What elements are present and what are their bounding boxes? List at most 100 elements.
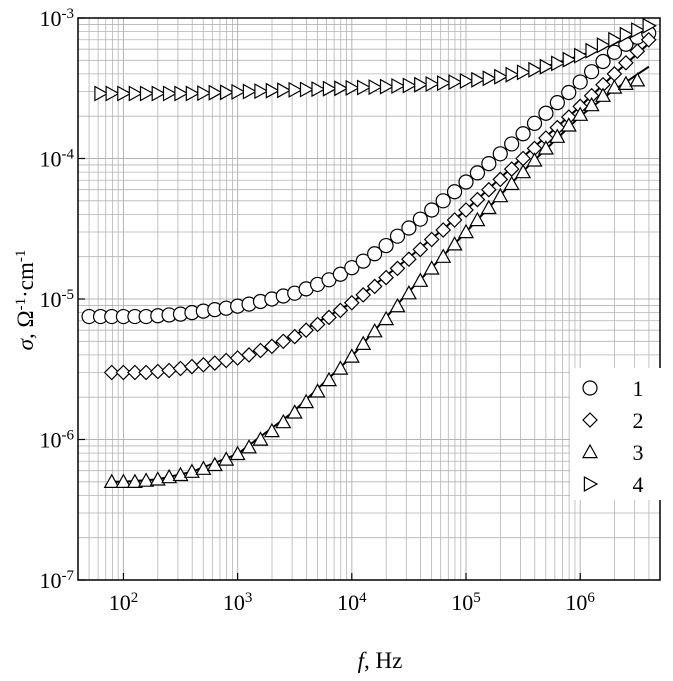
data-point — [583, 96, 600, 112]
data-point — [457, 223, 475, 239]
data-point — [321, 309, 337, 326]
data-point — [481, 155, 497, 172]
x-tick-label: 105 — [451, 590, 481, 615]
data-point — [494, 68, 509, 85]
x-tick-label: 106 — [565, 590, 595, 615]
data-point — [389, 260, 406, 277]
data-point — [503, 161, 520, 177]
x-tick-label: 104 — [337, 590, 367, 615]
data-point — [367, 246, 383, 262]
x-axis-label: f, Hz — [358, 648, 403, 673]
data-point — [629, 72, 646, 87]
data-point — [515, 126, 531, 142]
x-tick-label: 102 — [109, 590, 139, 615]
data-point — [220, 84, 235, 101]
data-point — [286, 404, 303, 419]
data-point — [264, 338, 280, 355]
data-point — [594, 87, 612, 102]
data-point — [172, 466, 189, 482]
data-point — [183, 463, 200, 478]
data-point — [332, 266, 348, 282]
data-point — [298, 322, 314, 339]
y-tick-label: 10-7 — [40, 568, 75, 593]
legend-marker-3 — [581, 443, 599, 459]
data-point — [573, 47, 589, 64]
data-point — [446, 236, 463, 251]
data-point — [149, 363, 166, 380]
y-tick-label: 10-5 — [40, 287, 75, 312]
data-point — [357, 79, 372, 96]
series-4 — [94, 17, 657, 102]
data-point — [617, 75, 634, 91]
data-point — [103, 364, 120, 381]
data-point — [229, 445, 246, 461]
data-point — [206, 456, 223, 472]
data-point — [448, 74, 463, 91]
data-point — [298, 393, 315, 409]
axis-ticks: 102 103 104 105 106 10-7 10-6 10-5 10-4 10-3 — [40, 6, 596, 615]
data-point — [526, 152, 543, 167]
data-point — [549, 128, 566, 143]
data-point — [126, 473, 143, 488]
data-point — [127, 364, 143, 381]
data-point — [378, 269, 394, 286]
data-point — [355, 253, 371, 269]
data-point — [139, 85, 155, 102]
legend: 1 2 3 4 — [570, 368, 662, 500]
data-point — [435, 193, 451, 209]
data-point — [446, 212, 463, 228]
data-point — [241, 347, 257, 363]
data-point — [424, 202, 440, 218]
data-point — [332, 302, 349, 319]
data-point — [584, 64, 600, 80]
data-point — [423, 231, 440, 248]
data-point — [480, 181, 497, 198]
data-point — [537, 140, 554, 155]
data-point — [275, 413, 292, 429]
data-point — [368, 79, 383, 96]
data-point — [185, 85, 201, 102]
data-point — [218, 352, 235, 369]
data-point — [528, 61, 543, 78]
data-point — [343, 294, 360, 311]
data-point — [412, 272, 429, 287]
data-point — [309, 383, 326, 398]
data-point — [596, 37, 612, 54]
data-point — [516, 64, 532, 81]
x-tick-label: 103 — [223, 590, 253, 615]
data-point — [629, 43, 646, 60]
data-point — [492, 171, 509, 188]
data-point — [184, 358, 200, 375]
data-point — [254, 83, 269, 100]
data-point — [218, 451, 235, 466]
data-point — [469, 211, 486, 227]
fit-line-1 — [89, 34, 650, 318]
data-point — [402, 77, 418, 94]
data-point — [115, 364, 132, 381]
data-point — [505, 66, 520, 83]
data-point — [265, 82, 281, 99]
data-point — [539, 58, 555, 75]
series-3 — [103, 72, 646, 488]
data-point — [401, 251, 417, 268]
data-point — [343, 348, 360, 363]
data-point — [161, 468, 178, 484]
data-point — [355, 287, 372, 303]
legend-label-4: 4 — [633, 472, 644, 497]
data-point — [299, 81, 315, 98]
data-point — [149, 471, 166, 486]
data-point — [471, 71, 486, 88]
data-point — [642, 17, 657, 34]
data-point — [344, 260, 360, 276]
data-point — [526, 115, 543, 131]
data-point — [608, 31, 623, 48]
legend-label-2: 2 — [633, 408, 644, 433]
data-point — [469, 191, 486, 208]
data-point — [115, 473, 132, 488]
data-point — [482, 70, 498, 87]
data-point — [138, 472, 155, 487]
data-point — [345, 79, 361, 96]
data-point — [174, 85, 189, 102]
data-point — [240, 439, 258, 454]
